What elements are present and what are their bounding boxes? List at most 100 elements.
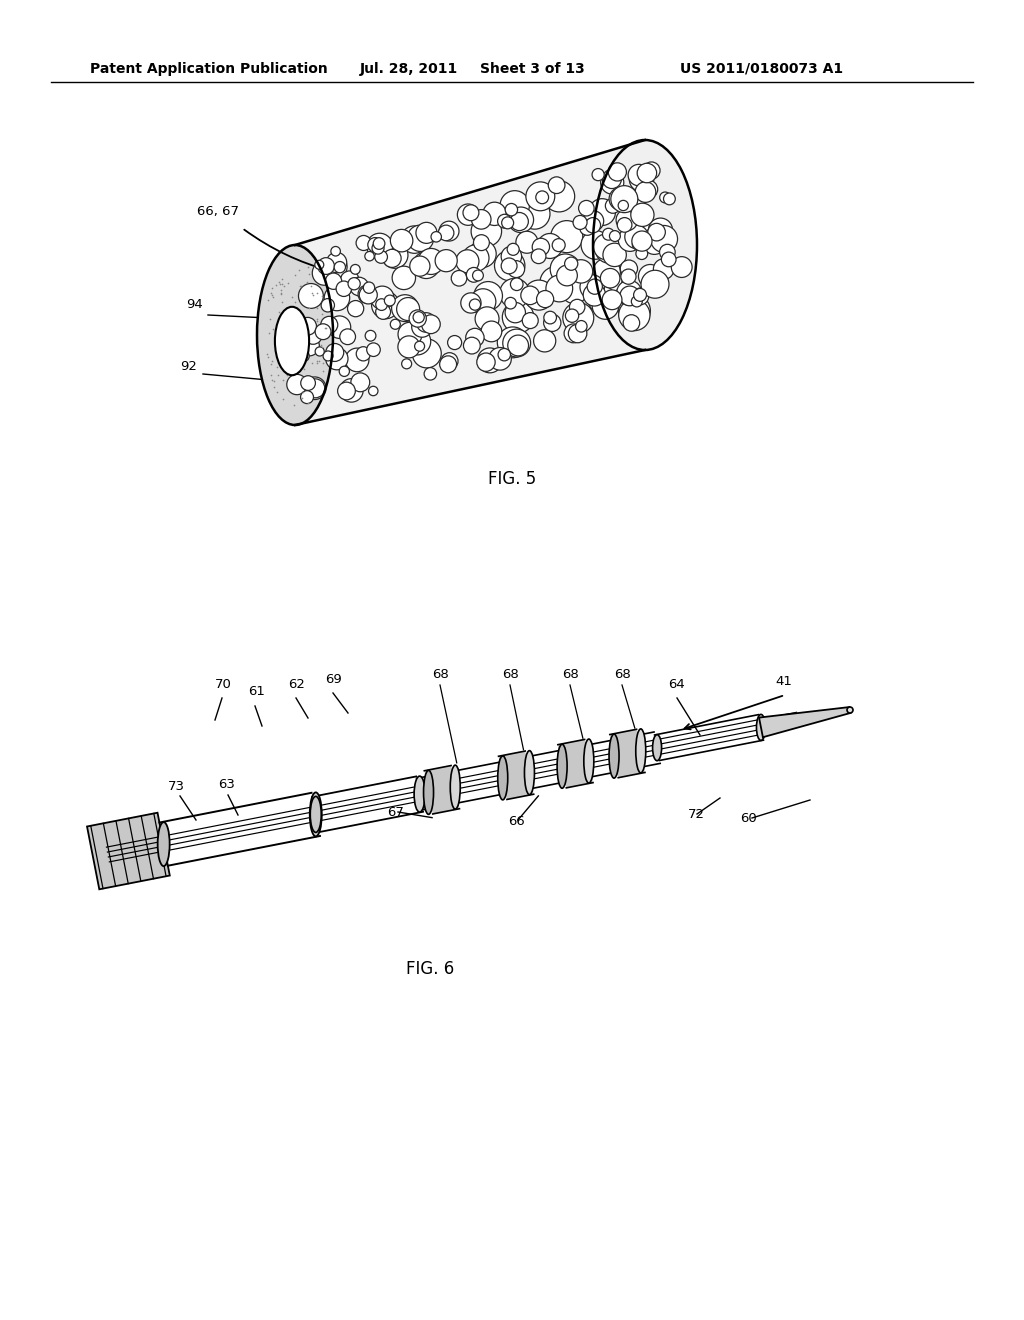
Text: 68: 68 [614, 668, 631, 681]
Circle shape [424, 367, 436, 380]
Circle shape [327, 252, 347, 273]
Circle shape [367, 343, 380, 356]
Circle shape [526, 182, 555, 211]
Circle shape [592, 169, 604, 181]
Circle shape [340, 271, 359, 289]
Circle shape [564, 257, 578, 271]
Circle shape [304, 326, 322, 345]
Circle shape [463, 244, 489, 272]
Circle shape [589, 199, 615, 226]
Circle shape [630, 168, 653, 191]
Circle shape [662, 252, 676, 267]
Circle shape [359, 286, 377, 304]
Circle shape [298, 284, 324, 309]
Circle shape [568, 325, 587, 343]
Ellipse shape [414, 776, 425, 812]
Circle shape [552, 239, 565, 252]
Circle shape [587, 279, 602, 294]
Circle shape [400, 226, 428, 253]
Circle shape [550, 253, 581, 284]
Circle shape [522, 313, 539, 329]
Circle shape [643, 162, 660, 180]
Ellipse shape [757, 714, 766, 741]
Circle shape [356, 347, 371, 360]
Circle shape [431, 231, 441, 242]
Circle shape [345, 348, 369, 372]
Circle shape [503, 301, 534, 333]
Circle shape [580, 275, 604, 300]
Circle shape [321, 317, 338, 334]
Circle shape [383, 249, 401, 268]
Circle shape [573, 215, 587, 230]
Circle shape [602, 290, 622, 310]
Ellipse shape [451, 766, 460, 809]
Ellipse shape [557, 744, 567, 788]
Circle shape [639, 264, 663, 288]
Circle shape [672, 256, 692, 277]
Ellipse shape [274, 306, 309, 375]
Circle shape [618, 201, 629, 211]
Text: FIG. 5: FIG. 5 [487, 470, 537, 488]
Circle shape [637, 164, 656, 182]
Circle shape [306, 379, 325, 397]
Circle shape [338, 381, 355, 400]
Ellipse shape [847, 708, 853, 713]
Circle shape [621, 269, 636, 284]
Circle shape [391, 294, 419, 322]
Circle shape [498, 214, 511, 228]
Text: 72: 72 [688, 808, 705, 821]
Polygon shape [759, 708, 851, 737]
Circle shape [600, 268, 620, 288]
Circle shape [317, 257, 335, 275]
Ellipse shape [158, 822, 170, 866]
Circle shape [447, 335, 462, 350]
Circle shape [603, 243, 627, 267]
Circle shape [340, 329, 355, 345]
Circle shape [575, 321, 587, 333]
Circle shape [384, 296, 395, 306]
Text: FIG. 6: FIG. 6 [406, 960, 454, 978]
Circle shape [609, 231, 621, 242]
Text: 67: 67 [387, 807, 403, 818]
Circle shape [422, 315, 440, 334]
Polygon shape [295, 140, 645, 425]
Text: US 2011/0180073 A1: US 2011/0180073 A1 [680, 62, 843, 77]
Circle shape [372, 242, 384, 255]
Circle shape [452, 271, 467, 286]
Circle shape [544, 314, 561, 331]
Circle shape [608, 162, 627, 181]
Circle shape [538, 234, 562, 259]
Circle shape [409, 310, 426, 327]
Text: 73: 73 [168, 780, 185, 793]
Circle shape [339, 366, 349, 376]
Circle shape [314, 260, 324, 269]
Circle shape [635, 182, 655, 202]
Circle shape [579, 201, 594, 216]
Text: 66: 66 [508, 814, 524, 828]
Circle shape [371, 286, 394, 309]
Circle shape [336, 281, 351, 297]
Circle shape [376, 305, 390, 319]
Text: 92: 92 [180, 360, 197, 374]
Polygon shape [558, 739, 593, 788]
Circle shape [569, 300, 585, 314]
Circle shape [366, 330, 376, 341]
Circle shape [563, 302, 594, 334]
Ellipse shape [415, 777, 425, 810]
Circle shape [634, 203, 650, 220]
Circle shape [632, 239, 643, 249]
Circle shape [403, 327, 431, 355]
Circle shape [510, 213, 528, 231]
Circle shape [611, 186, 638, 213]
Circle shape [295, 329, 307, 342]
Circle shape [569, 260, 593, 282]
Circle shape [643, 231, 666, 255]
Circle shape [630, 213, 650, 234]
Polygon shape [610, 729, 645, 777]
Circle shape [544, 312, 556, 323]
Text: 64: 64 [668, 678, 685, 690]
Circle shape [584, 211, 604, 231]
Circle shape [301, 376, 315, 391]
Circle shape [620, 286, 640, 306]
Circle shape [398, 322, 422, 346]
